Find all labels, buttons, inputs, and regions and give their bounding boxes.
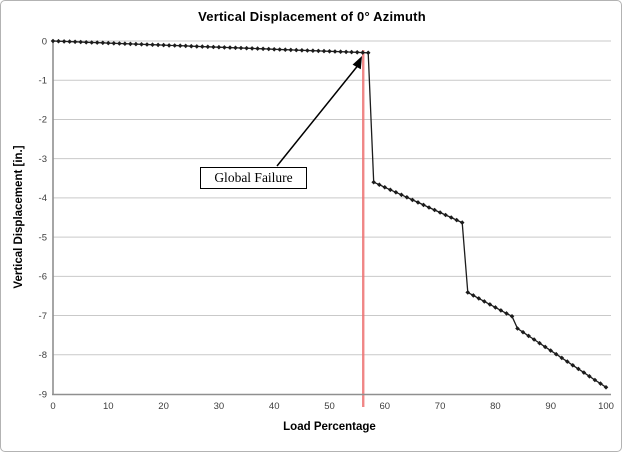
x-tick-label: 60 [380,401,391,412]
x-tick-label: 100 [598,401,614,412]
data-point-markers [50,38,609,390]
x-tick-label: 90 [545,401,556,412]
annotation-label: Global Failure [214,170,293,185]
annotation-arrowhead [352,56,362,70]
data-series-line [52,40,607,388]
y-tick-label: -4 [39,193,47,204]
y-tick-label: -8 [39,350,47,361]
x-tick-label: 50 [324,401,335,412]
x-tick-label: 40 [269,401,280,412]
annotation-global-failure: Global Failure [200,167,307,189]
chart-title: Vertical Displacement of 0° Azimuth [198,9,426,24]
y-tick-label: -3 [39,154,47,165]
x-tick-label: 80 [490,401,501,412]
y-tick-label: -2 [39,115,47,126]
y-tick-label: -5 [39,232,47,243]
x-tick-label: 70 [435,401,446,412]
x-tick-label: 0 [50,401,55,412]
y-tick-label: -9 [39,389,47,400]
x-tick-label: 30 [214,401,225,412]
y-tick-label: -6 [39,272,47,283]
x-tick-label: 20 [158,401,169,412]
annotation-arrow-line [276,65,359,167]
x-axis-title: Load Percentage [283,421,376,433]
y-tick-label: -1 [39,76,47,87]
y-tick-label: -7 [39,311,47,322]
x-tick-label: 10 [103,401,114,412]
y-axis-title: Vertical Displacement [in.] [13,145,25,289]
y-tick-label: 0 [42,36,47,47]
